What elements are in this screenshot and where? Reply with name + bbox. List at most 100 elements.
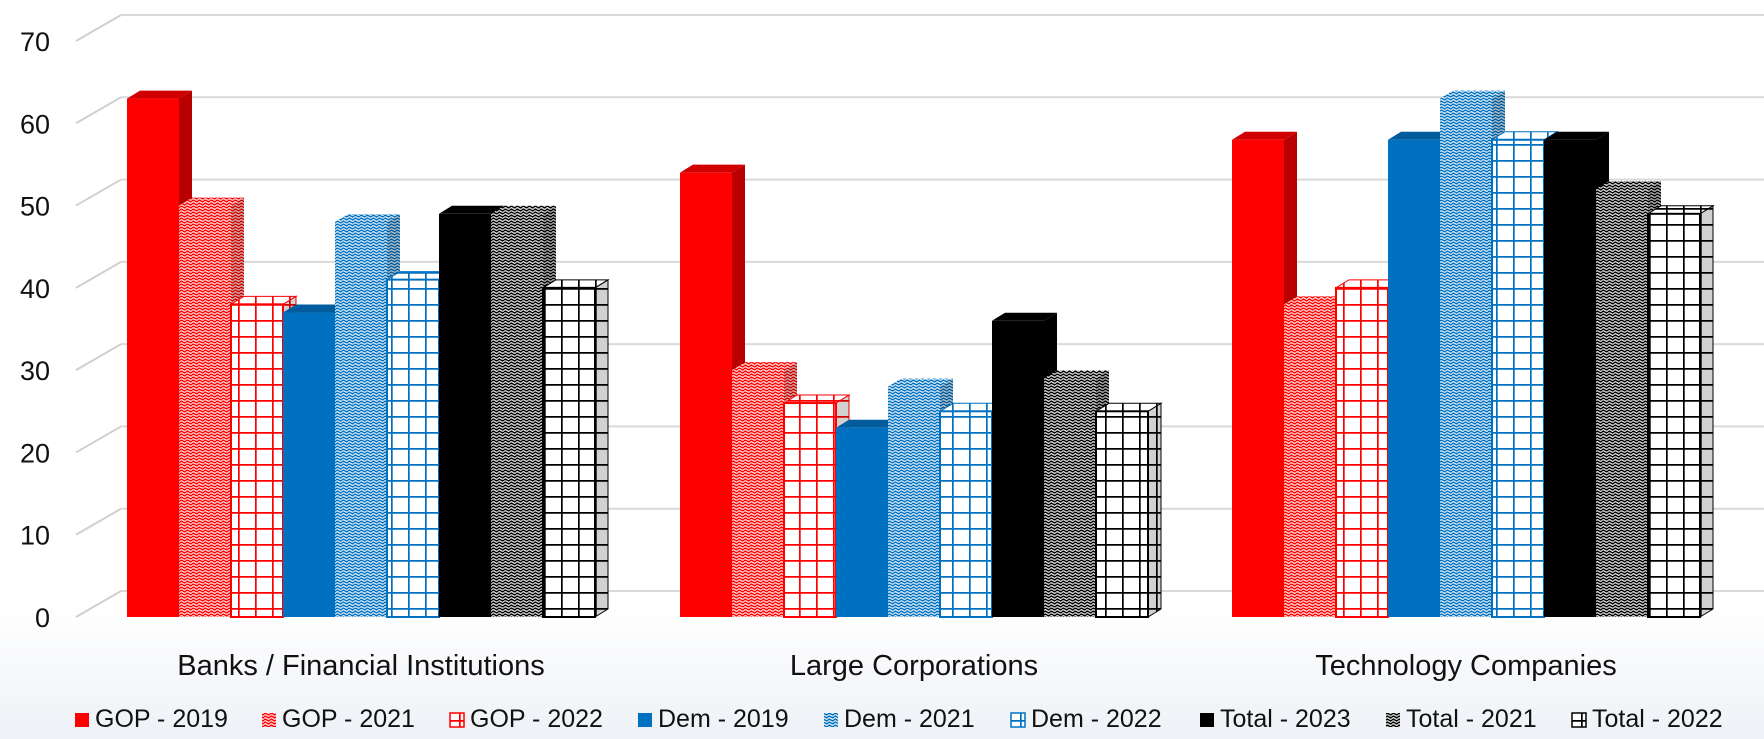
legend-swatch: [75, 713, 89, 727]
bar-total-2022-large-corporations: [1094, 402, 1163, 618]
bar-group-technology-companies: [1232, 90, 1715, 619]
bar-front: [1335, 286, 1389, 618]
bar-dem-2019-banks-financial-institutions: [283, 304, 348, 617]
bars: [127, 90, 1715, 619]
bar-total-2022-technology-companies: [1646, 204, 1715, 619]
legend-item-gop-2021: GOP - 2021: [262, 705, 415, 733]
bar-total-2022-banks-financial-institutions: [541, 278, 610, 618]
bar-front: [1044, 378, 1096, 617]
legend-item-total-2022: Total - 2022: [1571, 705, 1723, 733]
gridline-diag: [75, 343, 122, 372]
bar-top: [888, 378, 953, 387]
legend-label: Total - 2021: [1406, 705, 1537, 733]
bar-top: [680, 164, 745, 173]
legend-swatch: [1571, 712, 1587, 728]
legend-item-gop-2019: GOP - 2019: [75, 705, 228, 733]
bar-front: [1440, 98, 1492, 618]
y-tick-label: 20: [20, 438, 50, 468]
bar-front: [680, 172, 732, 617]
category-label: Technology Companies: [1315, 650, 1616, 682]
gridline-diag: [75, 590, 122, 618]
bar-top: [127, 90, 192, 99]
bar-front: [335, 222, 387, 617]
bar-top: [439, 205, 504, 214]
legend: GOP - 2019 GOP - 2021 GOP - 2022 Dem - 2019…: [75, 705, 1723, 733]
bar-top: [836, 419, 901, 428]
legend-label: Dem - 2022: [1031, 705, 1162, 733]
bar-front: [1647, 212, 1701, 619]
legend-label: Dem - 2019: [658, 705, 789, 733]
bar-front: [732, 370, 784, 617]
bar-top: [1232, 131, 1297, 140]
legend-swatch: [1200, 713, 1214, 727]
legend-swatch: [262, 713, 276, 727]
gridline-diag: [75, 14, 122, 42]
bar-front: [542, 286, 596, 618]
y-axis-ticks: 0 10 20 30 40 50 60 70: [20, 27, 50, 633]
gridline-diag: [75, 96, 122, 125]
bar-top: [1388, 131, 1453, 140]
bar-top: [1544, 131, 1609, 140]
legend-item-dem-2019: Dem - 2019: [638, 705, 789, 733]
bar-front: [1388, 139, 1440, 617]
bar-front: [127, 98, 179, 618]
bar-top: [1440, 90, 1505, 99]
gridline-diag: [75, 178, 122, 207]
y-tick-label: 40: [20, 274, 50, 304]
legend-label: Total - 2022: [1592, 705, 1723, 733]
gridline-diag: [75, 260, 122, 289]
bar-front: [888, 386, 940, 617]
bar-front: [1544, 139, 1596, 617]
gridline-diag: [75, 507, 122, 536]
bar-group-large-corporations: [680, 164, 1163, 618]
bar-top: [335, 214, 400, 223]
gridline-diag: [75, 425, 122, 454]
bar-front: [230, 303, 284, 618]
bar-top: [1044, 370, 1109, 379]
bar-front: [1232, 139, 1284, 617]
legend-item-gop-2022: GOP - 2022: [449, 705, 603, 733]
legend-item-dem-2022: Dem - 2022: [1010, 705, 1162, 733]
legend-swatch: [638, 713, 652, 727]
y-tick-label: 10: [20, 521, 50, 551]
bar-top: [732, 362, 797, 371]
legend-label: GOP - 2021: [282, 705, 415, 733]
legend-swatch: [824, 713, 838, 727]
bar-front: [1596, 189, 1648, 617]
bar-top: [179, 197, 244, 206]
legend-item-total-2021: Total - 2021: [1386, 705, 1537, 733]
bar-group-banks-financial-institutions: [127, 90, 610, 618]
legend-item-dem-2021: Dem - 2021: [824, 705, 975, 733]
legend-label: GOP - 2019: [95, 705, 228, 733]
bar-side-shade: [595, 279, 608, 617]
y-tick-label: 50: [20, 192, 50, 222]
bar-top: [491, 205, 556, 214]
legend-swatch: [1386, 713, 1400, 727]
bar-front: [939, 410, 993, 618]
category-label: Banks / Financial Institutions: [177, 650, 545, 682]
bar-top: [283, 304, 348, 313]
bar-front: [491, 213, 543, 618]
legend-label: Total - 2023: [1220, 705, 1351, 733]
y-tick-label: 70: [20, 27, 50, 57]
legend-label: GOP - 2022: [470, 705, 603, 733]
bar-front: [783, 402, 837, 618]
category-label: Large Corporations: [790, 650, 1038, 682]
bar-top: [1596, 181, 1661, 190]
bar-front: [1284, 304, 1336, 617]
legend-item-total-2023: Total - 2023: [1200, 705, 1351, 733]
bar-front: [992, 320, 1044, 617]
legend-swatch: [1010, 712, 1026, 728]
bar-front: [386, 278, 440, 618]
y-tick-label: 30: [20, 356, 50, 386]
category-labels: Banks / Financial Institutions Large Corp…: [177, 650, 1616, 682]
bar-front: [179, 205, 231, 618]
bar-side-shade: [1700, 205, 1713, 618]
bar-front: [1491, 138, 1545, 618]
bar-top: [1284, 296, 1349, 305]
legend-swatch: [449, 712, 465, 728]
legend-label: Dem - 2021: [844, 705, 975, 733]
y-tick-label: 0: [35, 603, 50, 633]
